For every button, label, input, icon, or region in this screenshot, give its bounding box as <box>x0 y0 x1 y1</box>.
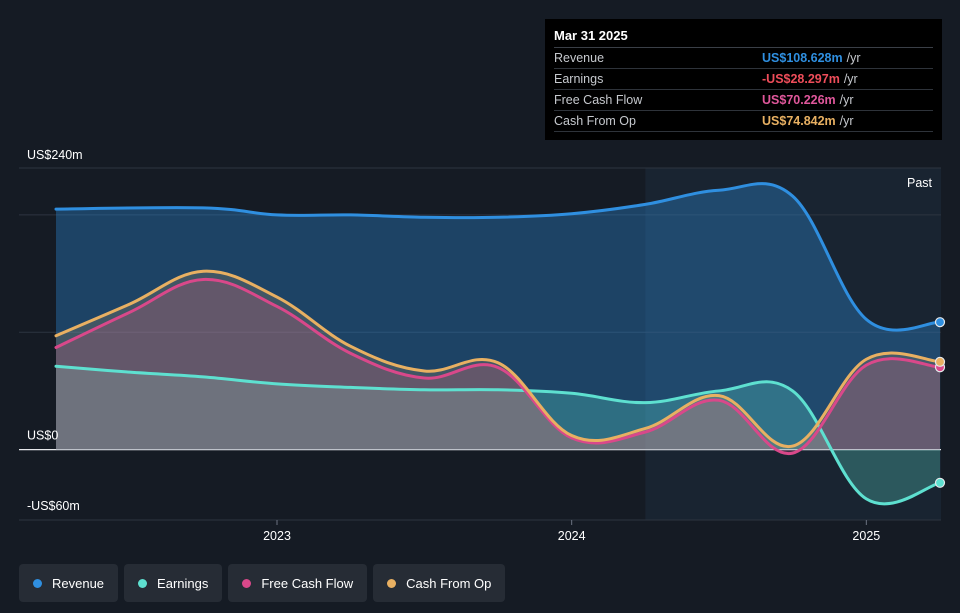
legend-dot-icon <box>33 578 42 588</box>
y-axis-label: US$0 <box>27 429 58 443</box>
hover-tooltip: Mar 31 2025 Revenue US$108.628m /yr Earn… <box>545 19 942 140</box>
legend-item-revenue[interactable]: Revenue <box>19 564 119 602</box>
free-cash-flow-line <box>54 277 942 455</box>
legend-item-earnings[interactable]: Earnings <box>124 564 223 602</box>
x-tick-label: 2024 <box>558 529 586 543</box>
tooltip-label: Cash From Op <box>554 114 636 128</box>
cash-from-op-area <box>56 271 940 450</box>
y-axis-label: US$240m <box>27 148 83 162</box>
legend-dot-icon <box>387 578 397 588</box>
tooltip-value: US$108.628m <box>762 51 843 65</box>
tooltip-unit: /yr <box>846 51 861 65</box>
free-cash-flow-area <box>56 279 940 454</box>
past-region <box>645 168 941 520</box>
earnings-end-marker <box>934 477 946 488</box>
legend-label: Cash From Op <box>406 575 492 591</box>
x-tick-label: 2023 <box>263 529 291 543</box>
cash-from-op-line <box>54 269 942 448</box>
legend-dot-icon <box>138 578 148 588</box>
tooltip-unit: /yr <box>843 72 858 86</box>
tooltip-row-earnings: Earnings -US$28.297m /yr <box>554 69 933 90</box>
legend-item-cash-from-op[interactable]: Cash From Op <box>373 564 506 602</box>
series-end-markers <box>934 317 946 488</box>
tooltip-value: US$70.226m <box>762 93 836 107</box>
cash-from-op-end-marker <box>934 356 946 367</box>
legend-label: Free Cash Flow <box>261 575 354 591</box>
tooltip-date: Mar 31 2025 <box>554 27 933 48</box>
gridlines <box>19 167 941 521</box>
revenue-end-marker <box>934 317 946 328</box>
tooltip-label: Revenue <box>554 51 605 65</box>
tooltip-row-cash-from-op: Cash From Op US$74.842m /yr <box>554 111 933 132</box>
tooltip-unit: /yr <box>839 93 854 107</box>
past-label: Past <box>907 176 933 190</box>
tooltip-label: Free Cash Flow <box>554 93 643 107</box>
series-lines <box>54 182 942 506</box>
legend-dot-icon <box>242 578 252 588</box>
legend-item-free-cash-flow[interactable]: Free Cash Flow <box>228 564 368 602</box>
y-axis-label: -US$60m <box>27 499 80 513</box>
legend: Revenue Earnings Free Cash Flow Cash Fro… <box>19 564 506 602</box>
legend-label: Revenue <box>52 575 105 591</box>
tooltip-value: -US$28.297m <box>762 72 840 86</box>
revenue-line <box>54 182 942 332</box>
tooltip-label: Earnings <box>554 72 604 86</box>
tooltip-unit: /yr <box>839 114 854 128</box>
earnings-line <box>54 364 942 506</box>
tooltip-row-revenue: Revenue US$108.628m /yr <box>554 48 933 69</box>
tooltip-row-free-cash-flow: Free Cash Flow US$70.226m /yr <box>554 90 933 111</box>
tooltip-value: US$74.842m <box>762 114 836 128</box>
y-axis-labels: US$240m US$0 -US$60m <box>27 148 83 513</box>
legend-label: Earnings <box>157 575 209 591</box>
x-tick-label: 2025 <box>852 529 880 543</box>
x-axis-ticks: 2023 2024 2025 <box>263 520 880 543</box>
